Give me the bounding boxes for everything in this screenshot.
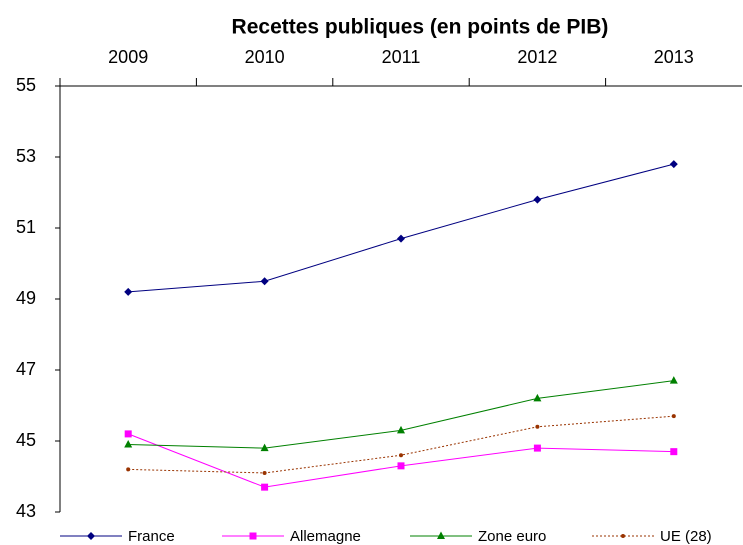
marker xyxy=(126,467,131,472)
y-tick-label: 45 xyxy=(16,430,36,450)
marker xyxy=(669,160,678,169)
marker xyxy=(397,425,405,434)
y-tick-label: 47 xyxy=(16,359,36,379)
marker xyxy=(397,462,405,470)
marker xyxy=(399,453,403,458)
legend-marker xyxy=(87,532,95,540)
x-tick-label: 2013 xyxy=(654,47,694,67)
chart-title: Recettes publiques (en points de PIB) xyxy=(232,16,609,39)
y-tick-label: 49 xyxy=(16,288,36,308)
legend-text: France xyxy=(128,528,175,545)
marker xyxy=(533,195,542,204)
marker xyxy=(397,234,405,243)
x-tick-label: 2012 xyxy=(517,47,557,67)
legend-text: Zone euro xyxy=(478,528,546,545)
marker xyxy=(124,287,133,296)
x-tick-label: 2010 xyxy=(245,47,285,67)
y-tick-label: 43 xyxy=(16,501,36,521)
y-tick-label: 55 xyxy=(16,75,36,95)
legend-marker xyxy=(249,532,257,540)
x-tick-label: 2011 xyxy=(382,47,421,67)
marker xyxy=(671,414,676,419)
marker xyxy=(124,430,132,438)
legend-text: Allemagne xyxy=(290,528,361,545)
marker xyxy=(533,393,542,402)
series-line xyxy=(128,163,674,293)
marker xyxy=(260,443,269,452)
y-tick-label: 53 xyxy=(16,146,36,166)
marker xyxy=(535,424,540,429)
marker xyxy=(670,448,678,456)
legend-text: UE (28) xyxy=(660,528,712,545)
marker xyxy=(533,444,541,452)
legend-marker xyxy=(621,534,625,538)
marker xyxy=(261,483,269,491)
marker xyxy=(262,470,267,475)
y-tick-label: 51 xyxy=(16,217,36,237)
series-line xyxy=(128,433,674,488)
legend-marker xyxy=(437,531,445,539)
marker xyxy=(260,277,269,286)
marker xyxy=(669,376,678,384)
marker xyxy=(124,440,133,448)
x-tick-label: 2009 xyxy=(108,47,148,67)
series-line xyxy=(128,380,674,449)
